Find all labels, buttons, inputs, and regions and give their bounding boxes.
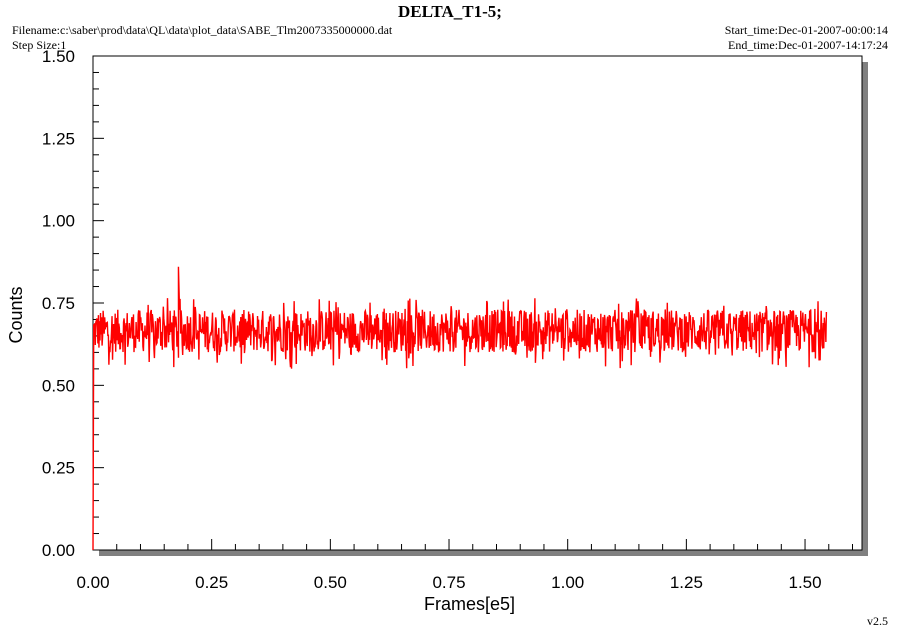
chart-title: DELTA_T1-5; [398, 2, 502, 21]
series-line [92, 266, 828, 551]
series-group [92, 266, 828, 551]
x-tick-label: 1.50 [788, 573, 821, 592]
y-tick-label: 1.50 [42, 47, 75, 66]
x-axis-title: Frames[e5] [424, 594, 515, 614]
plot-area [92, 55, 863, 551]
tick-labels: 0.00 0.25 0.50 0.75 1.00 1.25 1.50 0.00 0.25 0.50… [42, 47, 822, 592]
step-size-label: Step Size:1 [12, 38, 67, 52]
x-tick-label: 1.25 [670, 573, 703, 592]
x-tick-label: 1.00 [551, 573, 584, 592]
y-tick-label: 0.50 [42, 376, 75, 395]
x-tick-label: 0.25 [195, 573, 228, 592]
end-time-label: End_time:Dec-01-2007-14:17:24 [728, 38, 888, 52]
y-tick-label: 1.25 [42, 129, 75, 148]
y-tick-label: 0.00 [42, 541, 75, 560]
y-tick-label: 1.00 [42, 212, 75, 231]
version-label: v2.5 [867, 614, 888, 628]
x-tick-label: 0.00 [76, 573, 109, 592]
y-axis-title: Counts [6, 286, 26, 343]
filename-label: Filename:c:\saber\prod\data\QL\data\plot… [12, 23, 393, 37]
x-tick-label: 0.75 [432, 573, 465, 592]
y-tick-label: 0.25 [42, 459, 75, 478]
start-time-label: Start_time:Dec-01-2007-00:00:14 [724, 23, 888, 37]
x-tick-label: 0.50 [314, 573, 347, 592]
y-tick-label: 0.75 [42, 294, 75, 313]
axis-ticks [92, 55, 854, 551]
